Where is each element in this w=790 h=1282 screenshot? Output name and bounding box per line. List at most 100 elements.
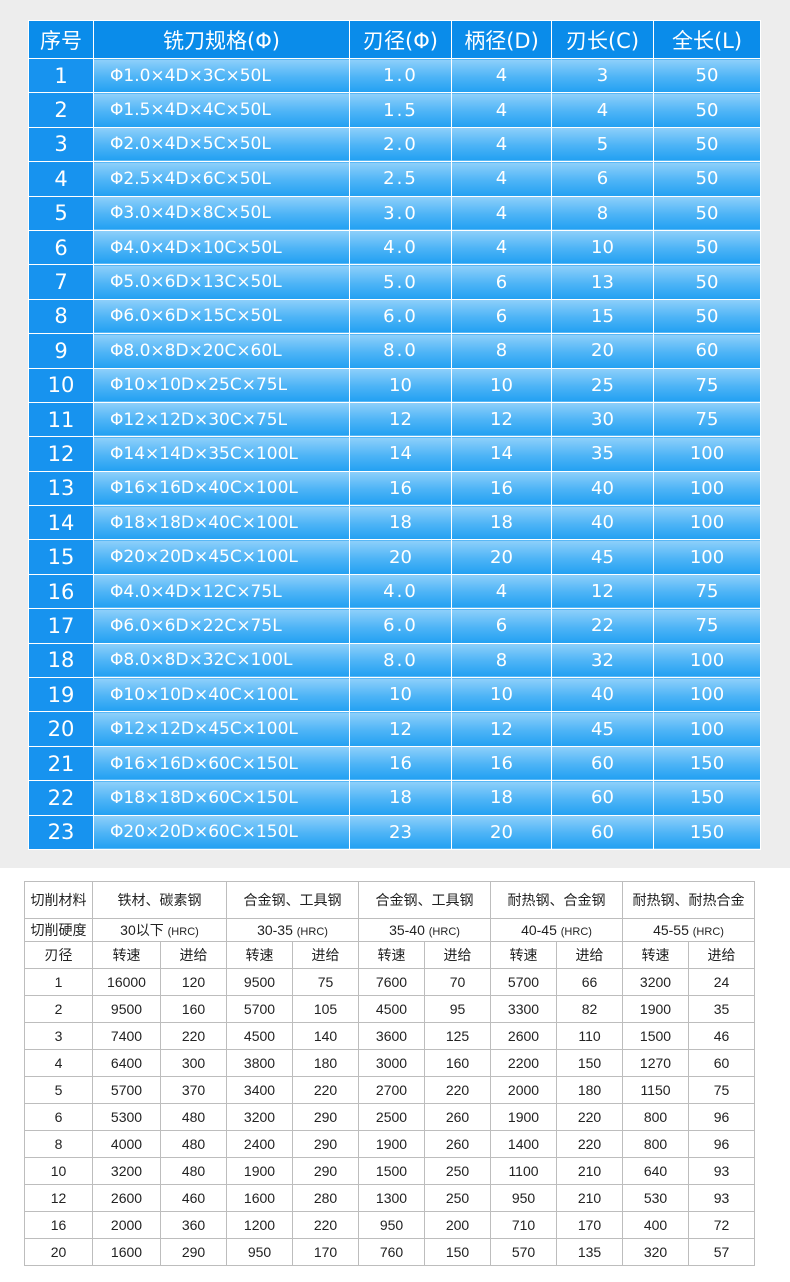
diameter-value: 2	[24, 995, 93, 1023]
feed-value: 220	[424, 1076, 491, 1104]
cutting-table-row: 10 3200 480 1900 290 1500 250 1100 210 640 93	[24, 1157, 755, 1185]
feed-value: 150	[556, 1049, 623, 1077]
feed-value: 66	[556, 968, 623, 996]
row-index: 2	[28, 92, 94, 128]
speed-value: 5300	[92, 1103, 161, 1131]
total-length-cell: 50	[653, 195, 761, 231]
blade-diameter-cell: 1.5	[349, 92, 452, 128]
speed-value: 5700	[92, 1076, 161, 1104]
feed-value: 60	[688, 1049, 755, 1077]
blade-length-cell: 20	[551, 333, 654, 369]
speed-value: 570	[490, 1238, 557, 1266]
total-length-cell: 100	[653, 436, 761, 472]
spec-table-row: 12 Φ14×14D×35C×100L 14 14 35 100	[28, 436, 761, 472]
blade-length-cell: 40	[551, 470, 654, 507]
blade-diameter-cell: 16	[349, 470, 452, 507]
total-length-cell: 50	[653, 126, 761, 163]
feed-label: 进给	[160, 941, 227, 969]
speed-value: 4500	[226, 1022, 293, 1050]
hardness-cell: 30以下 (HRC)	[92, 918, 227, 942]
blade-length-cell: 40	[551, 677, 654, 713]
feed-value: 290	[160, 1238, 227, 1266]
row-index: 11	[28, 401, 94, 438]
blade-length-cell: 6	[551, 161, 654, 197]
spec-table-row: 2 Φ1.5×4D×4C×50L 1.5 4 4 50	[28, 92, 761, 128]
cutting-table-row: 12 2600 460 1600 280 1300 250 950 210 530 93	[24, 1184, 755, 1212]
subheader-row: 刃径 转速 进给 转速 进给 转速 进给 转速 进给 转速 进给	[24, 941, 755, 969]
spec-cell: Φ6.0×6D×15C×50L	[93, 298, 350, 335]
speed-value: 950	[490, 1184, 557, 1212]
cutting-table-row: 4 6400 300 3800 180 3000 160 2200 150 1270 60	[24, 1049, 755, 1077]
spec-table-header-row: 序号 铣刀规格(Φ) 刃径(Φ) 柄径(D) 刃长(C) 全长(L)	[28, 20, 761, 59]
cutting-table-row: 3 7400 220 4500 140 3600 125 2600 110 1500 46	[24, 1022, 755, 1050]
row-index: 10	[28, 367, 94, 403]
spec-cell: Φ18×18D×40C×100L	[93, 505, 350, 541]
feed-value: 110	[556, 1022, 623, 1050]
spec-cell: Φ2.0×4D×5C×50L	[93, 126, 350, 163]
shank-diameter-cell: 14	[451, 436, 552, 472]
material-cell: 耐热钢、耐热合金	[622, 881, 755, 919]
speed-value: 1100	[490, 1157, 557, 1185]
blade-diameter-cell: 18	[349, 505, 452, 541]
blade-diameter-cell: 12	[349, 401, 452, 438]
hrc-unit: (HRC)	[167, 926, 199, 938]
speed-value: 7600	[358, 968, 425, 996]
shank-diameter-cell: 4	[451, 573, 552, 610]
speed-value: 1900	[358, 1130, 425, 1158]
speed-value: 3200	[226, 1103, 293, 1131]
shank-diameter-cell: 6	[451, 298, 552, 335]
speed-value: 3200	[622, 968, 689, 996]
blade-length-cell: 40	[551, 505, 654, 541]
speed-value: 800	[622, 1130, 689, 1158]
feed-value: 180	[556, 1076, 623, 1104]
blade-length-cell: 22	[551, 608, 654, 644]
spec-table-row: 20 Φ12×12D×45C×100L 12 12 45 100	[28, 711, 761, 747]
feed-value: 170	[292, 1238, 359, 1266]
speed-value: 950	[226, 1238, 293, 1266]
speed-value: 1400	[490, 1130, 557, 1158]
speed-value: 710	[490, 1211, 557, 1239]
hardness-value: 40-45	[521, 922, 557, 938]
shank-diameter-cell: 10	[451, 367, 552, 403]
feed-value: 75	[688, 1076, 755, 1104]
blade-length-cell: 5	[551, 126, 654, 163]
spec-cell: Φ8.0×8D×20C×60L	[93, 333, 350, 369]
shank-diameter-cell: 8	[451, 333, 552, 369]
speed-value: 1200	[226, 1211, 293, 1239]
diameter-value: 1	[24, 968, 93, 996]
feed-value: 105	[292, 995, 359, 1023]
blade-length-cell: 25	[551, 367, 654, 403]
row-index: 4	[28, 161, 94, 197]
feed-value: 57	[688, 1238, 755, 1266]
material-cell: 合金钢、工具钢	[226, 881, 359, 919]
blade-diameter-cell: 20	[349, 539, 452, 575]
shank-diameter-cell: 4	[451, 126, 552, 163]
spec-table-row: 9 Φ8.0×8D×20C×60L 8.0 8 20 60	[28, 333, 761, 369]
spec-cell: Φ12×12D×45C×100L	[93, 711, 350, 747]
feed-value: 480	[160, 1130, 227, 1158]
total-length-cell: 150	[653, 780, 761, 816]
speed-value: 3200	[92, 1157, 161, 1185]
speed-value: 2600	[92, 1184, 161, 1212]
total-length-cell: 100	[653, 642, 761, 679]
feed-value: 370	[160, 1076, 227, 1104]
spec-table-row: 10 Φ10×10D×25C×75L 10 10 25 75	[28, 367, 761, 403]
blade-diameter-cell: 3.0	[349, 195, 452, 231]
speed-value: 16000	[92, 968, 161, 996]
blade-length-cell: 15	[551, 298, 654, 335]
blade-length-cell: 10	[551, 229, 654, 266]
spec-table-row: 22 Φ18×18D×60C×150L 18 18 60 150	[28, 780, 761, 816]
blade-diameter-cell: 10	[349, 677, 452, 713]
speed-label: 转速	[490, 941, 557, 969]
feed-value: 460	[160, 1184, 227, 1212]
feed-value: 260	[424, 1130, 491, 1158]
material-cell: 合金钢、工具钢	[358, 881, 491, 919]
shank-diameter-cell: 10	[451, 677, 552, 713]
header-spec: 铣刀规格(Φ)	[93, 20, 350, 59]
feed-value: 150	[424, 1238, 491, 1266]
speed-value: 800	[622, 1103, 689, 1131]
row-index: 5	[28, 195, 94, 231]
spec-table-row: 15 Φ20×20D×45C×100L 20 20 45 100	[28, 539, 761, 575]
row-index: 1	[28, 57, 94, 94]
feed-label: 进给	[292, 941, 359, 969]
